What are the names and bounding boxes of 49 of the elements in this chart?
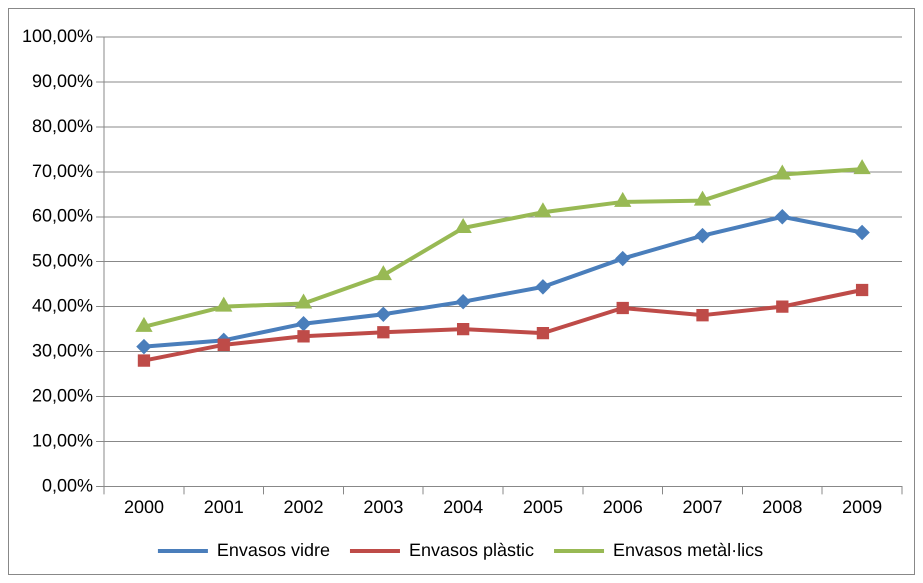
point bbox=[854, 160, 870, 174]
point bbox=[614, 192, 632, 207]
point bbox=[774, 209, 790, 224]
x-tick-label: 2006 bbox=[602, 497, 643, 518]
point bbox=[615, 251, 630, 266]
y-tick-label: 70,00% bbox=[32, 160, 94, 181]
y-tick-label: 30,00% bbox=[32, 340, 94, 361]
x-tick-label: 2009 bbox=[842, 497, 882, 518]
point bbox=[534, 202, 552, 218]
point bbox=[536, 327, 550, 340]
point bbox=[616, 302, 629, 314]
point bbox=[774, 165, 791, 180]
point bbox=[535, 279, 550, 294]
y-tick-label: 60,00% bbox=[32, 206, 94, 226]
point bbox=[776, 300, 788, 313]
legend-label: Envasos plàstic bbox=[408, 540, 534, 560]
point bbox=[695, 228, 710, 244]
legend-label: Envasos metàl·lics bbox=[613, 540, 764, 560]
point bbox=[136, 339, 152, 354]
point bbox=[377, 326, 390, 338]
x-tick-label: 2004 bbox=[443, 497, 484, 518]
point bbox=[696, 309, 709, 322]
point bbox=[454, 218, 472, 233]
y-tick-label: 50,00% bbox=[32, 250, 94, 271]
y-tick-label: 10,00% bbox=[32, 430, 94, 450]
x-tick-label: 2000 bbox=[124, 497, 164, 518]
point bbox=[856, 284, 868, 296]
point bbox=[138, 354, 150, 367]
y-tick-label: 80,00% bbox=[32, 116, 94, 136]
point bbox=[694, 191, 711, 206]
point bbox=[218, 338, 230, 351]
point bbox=[296, 316, 312, 332]
point bbox=[854, 224, 870, 240]
x-tick-label: 2008 bbox=[762, 497, 802, 518]
x-tick-label: 2001 bbox=[204, 497, 244, 518]
y-tick-label: 100,00% bbox=[22, 26, 94, 46]
point bbox=[456, 294, 471, 310]
point bbox=[297, 330, 310, 342]
x-tick-label: 2003 bbox=[363, 497, 404, 518]
x-tick-label: 2005 bbox=[522, 497, 563, 518]
y-tick-label: 40,00% bbox=[32, 296, 94, 316]
y-tick-label: 0,00% bbox=[42, 475, 94, 496]
x-tick-label: 2007 bbox=[682, 497, 723, 518]
legend-label: Envasos vidre bbox=[216, 540, 330, 560]
x-tick-label: 2002 bbox=[284, 497, 324, 518]
y-tick-label: 20,00% bbox=[32, 385, 94, 406]
point bbox=[456, 322, 470, 336]
y-tick-label: 90,00% bbox=[32, 70, 94, 91]
point bbox=[376, 306, 391, 322]
